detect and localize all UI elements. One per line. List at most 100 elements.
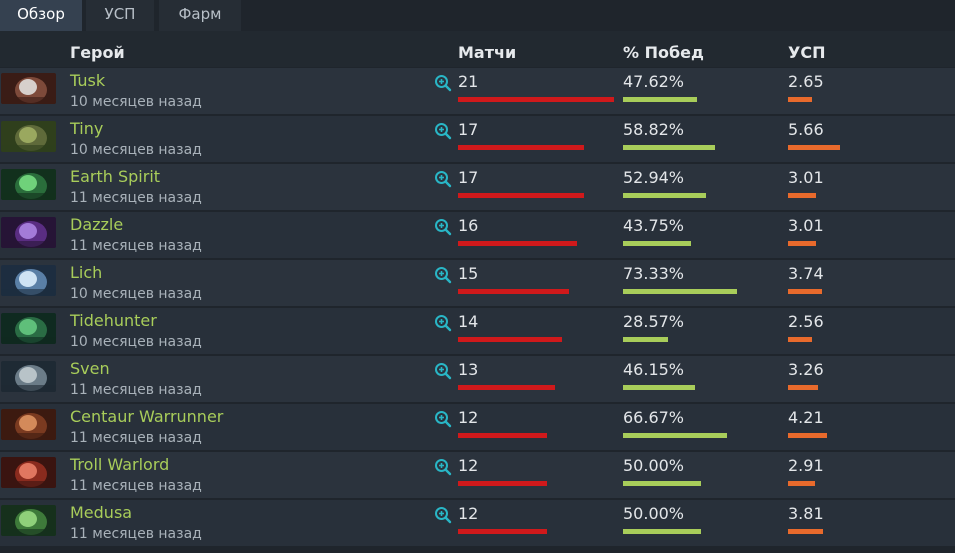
magnifier-plus-icon[interactable] bbox=[434, 362, 452, 380]
column-header-hero[interactable]: Герой bbox=[70, 43, 125, 62]
kda-bar bbox=[788, 481, 815, 486]
kda-bar bbox=[788, 241, 816, 246]
table-row: Medusa 11 месяцев назад 12 50.00% 3.81 bbox=[0, 500, 955, 546]
winrate-bar bbox=[623, 481, 701, 486]
last-played-time: 11 месяцев назад bbox=[70, 238, 202, 254]
hero-portrait[interactable] bbox=[1, 313, 56, 344]
hero-name-link[interactable]: Tiny bbox=[70, 119, 104, 138]
magnifier-plus-icon[interactable] bbox=[434, 266, 452, 284]
winrate-value: 50.00% bbox=[623, 504, 685, 523]
winrate-value: 58.82% bbox=[623, 120, 685, 139]
table-row: Centaur Warrunner 11 месяцев назад 12 66… bbox=[0, 404, 955, 450]
hero-name-link[interactable]: Dazzle bbox=[70, 215, 124, 234]
matches-value: 12 bbox=[458, 456, 479, 475]
winrate-bar bbox=[623, 433, 727, 438]
hero-portrait[interactable] bbox=[1, 169, 56, 200]
matches-bar bbox=[458, 145, 584, 150]
magnifier-plus-icon[interactable] bbox=[434, 122, 452, 140]
hero-portrait[interactable] bbox=[1, 361, 56, 392]
magnifier-plus-icon[interactable] bbox=[434, 458, 452, 476]
hero-name-link[interactable]: Tidehunter bbox=[70, 311, 157, 330]
hero-name-link[interactable]: Tusk bbox=[70, 71, 106, 90]
last-played-time: 11 месяцев назад bbox=[70, 526, 202, 542]
winrate-bar bbox=[623, 337, 668, 342]
magnifier-plus-icon[interactable] bbox=[434, 74, 452, 92]
matches-bar bbox=[458, 241, 577, 246]
matches-bar bbox=[458, 529, 547, 534]
kda-value: 4.21 bbox=[788, 408, 824, 427]
matches-value: 14 bbox=[458, 312, 479, 331]
kda-value: 2.65 bbox=[788, 72, 824, 91]
kda-bar bbox=[788, 97, 812, 102]
tab-farm[interactable]: Фарм bbox=[159, 0, 241, 31]
hero-name-link[interactable]: Centaur Warrunner bbox=[70, 407, 224, 426]
hero-portrait[interactable] bbox=[1, 265, 56, 296]
hero-portrait[interactable] bbox=[1, 457, 56, 488]
magnifier-plus-icon[interactable] bbox=[434, 506, 452, 524]
matches-value: 15 bbox=[458, 264, 479, 283]
winrate-value: 73.33% bbox=[623, 264, 685, 283]
table-row: Tiny 10 месяцев назад 17 58.82% 5.66 bbox=[0, 116, 955, 162]
kda-value: 2.91 bbox=[788, 456, 824, 475]
matches-bar bbox=[458, 433, 547, 438]
matches-value: 12 bbox=[458, 408, 479, 427]
kda-value: 3.01 bbox=[788, 168, 824, 187]
hero-portrait[interactable] bbox=[1, 217, 56, 248]
matches-bar bbox=[458, 289, 569, 294]
kda-bar bbox=[788, 385, 818, 390]
matches-value: 12 bbox=[458, 504, 479, 523]
matches-bar bbox=[458, 385, 555, 390]
matches-value: 17 bbox=[458, 120, 479, 139]
kda-bar bbox=[788, 145, 840, 150]
table-row: Tidehunter 10 месяцев назад 14 28.57% 2.… bbox=[0, 308, 955, 354]
kda-bar bbox=[788, 289, 822, 294]
winrate-bar bbox=[623, 385, 695, 390]
kda-bar bbox=[788, 193, 816, 198]
matches-value: 16 bbox=[458, 216, 479, 235]
magnifier-plus-icon[interactable] bbox=[434, 170, 452, 188]
table-header: Герой Матчи % Побед УСП bbox=[0, 31, 955, 67]
magnifier-plus-icon[interactable] bbox=[434, 218, 452, 236]
winrate-value: 47.62% bbox=[623, 72, 685, 91]
matches-value: 13 bbox=[458, 360, 479, 379]
tab-bar: Обзор УСП Фарм bbox=[0, 0, 955, 31]
hero-name-link[interactable]: Sven bbox=[70, 359, 110, 378]
winrate-bar bbox=[623, 289, 737, 294]
hero-portrait[interactable] bbox=[1, 121, 56, 152]
matches-bar bbox=[458, 97, 614, 102]
hero-name-link[interactable]: Earth Spirit bbox=[70, 167, 161, 186]
hero-portrait[interactable] bbox=[1, 505, 56, 536]
winrate-value: 66.67% bbox=[623, 408, 685, 427]
winrate-value: 43.75% bbox=[623, 216, 685, 235]
magnifier-plus-icon[interactable] bbox=[434, 314, 452, 332]
last-played-time: 11 месяцев назад bbox=[70, 430, 202, 446]
kda-value: 2.56 bbox=[788, 312, 824, 331]
column-header-winrate[interactable]: % Побед bbox=[623, 43, 704, 62]
tab-overview[interactable]: Обзор bbox=[0, 0, 82, 31]
winrate-bar bbox=[623, 97, 697, 102]
hero-name-link[interactable]: Medusa bbox=[70, 503, 133, 522]
table-row: Tusk 10 месяцев назад 21 47.62% 2.65 bbox=[0, 68, 955, 114]
table-row: Dazzle 11 месяцев назад 16 43.75% 3.01 bbox=[0, 212, 955, 258]
hero-table: Tusk 10 месяцев назад 21 47.62% 2.65 Tin… bbox=[0, 68, 955, 548]
kda-bar bbox=[788, 529, 823, 534]
matches-value: 17 bbox=[458, 168, 479, 187]
last-played-time: 11 месяцев назад bbox=[70, 382, 202, 398]
kda-value: 3.01 bbox=[788, 216, 824, 235]
column-header-matches[interactable]: Матчи bbox=[458, 43, 517, 62]
winrate-bar bbox=[623, 145, 715, 150]
kda-bar bbox=[788, 433, 827, 438]
tab-kda[interactable]: УСП bbox=[86, 0, 154, 31]
matches-value: 21 bbox=[458, 72, 479, 91]
hero-portrait[interactable] bbox=[1, 73, 56, 104]
last-played-time: 10 месяцев назад bbox=[70, 142, 202, 158]
kda-bar bbox=[788, 337, 812, 342]
table-row: Earth Spirit 11 месяцев назад 17 52.94% … bbox=[0, 164, 955, 210]
kda-value: 3.74 bbox=[788, 264, 824, 283]
column-header-kda[interactable]: УСП bbox=[788, 43, 826, 62]
hero-name-link[interactable]: Troll Warlord bbox=[70, 455, 170, 474]
matches-bar bbox=[458, 193, 584, 198]
hero-name-link[interactable]: Lich bbox=[70, 263, 103, 282]
magnifier-plus-icon[interactable] bbox=[434, 410, 452, 428]
hero-portrait[interactable] bbox=[1, 409, 56, 440]
